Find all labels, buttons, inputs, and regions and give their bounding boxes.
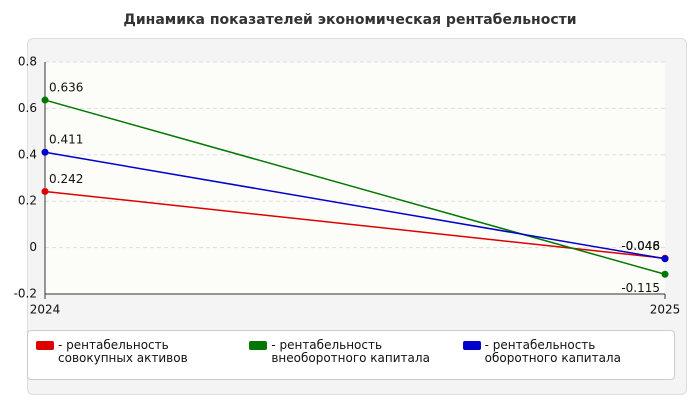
series-line — [44, 190, 666, 260]
y-tick-label: 0.2 — [18, 194, 37, 208]
data-label: -0.048 — [621, 239, 660, 253]
point — [41, 96, 49, 104]
plot-area — [45, 62, 665, 294]
y-tick-label: 0.6 — [18, 101, 37, 115]
legend-swatch — [36, 341, 54, 350]
x-tick-label: 2024 — [30, 303, 61, 317]
y-tick-label: 0.4 — [18, 147, 37, 161]
data-label: -0.046 — [621, 239, 660, 253]
point — [661, 255, 669, 263]
legend-label: - рентабельность внеоборотного капитала — [271, 338, 430, 365]
legend-item: - рентабельность оборотного капитала — [462, 338, 666, 371]
legend-label: - рентабельность оборотного капитала — [484, 338, 621, 365]
y-tick-label: 0 — [29, 240, 37, 254]
y-tick-label: 0.8 — [18, 55, 37, 69]
legend-label: - рентабельность совокупных активов — [58, 338, 188, 365]
legend-swatch — [249, 341, 268, 350]
legend-item: - рентабельность внеоборотного капитала — [249, 339, 452, 371]
series-line — [44, 151, 666, 260]
point — [661, 270, 669, 278]
point — [41, 187, 49, 195]
data-label: -0.115 — [621, 281, 660, 295]
point — [41, 148, 49, 156]
chart-title: Динамика показателей экономическая рента… — [123, 12, 577, 28]
series-line — [44, 99, 666, 276]
legend-swatch — [462, 341, 481, 350]
y-tick-label: -0.2 — [14, 287, 37, 301]
data-label: 0.636 — [49, 81, 83, 95]
legend: - рентабельность совокупных активов - рен… — [27, 330, 675, 380]
data-label: 0.411 — [49, 133, 83, 147]
data-label: 0.242 — [49, 172, 83, 186]
x-tick-label: 2025 — [650, 303, 681, 317]
legend-item: - рентабельность совокупных активов — [36, 339, 239, 371]
